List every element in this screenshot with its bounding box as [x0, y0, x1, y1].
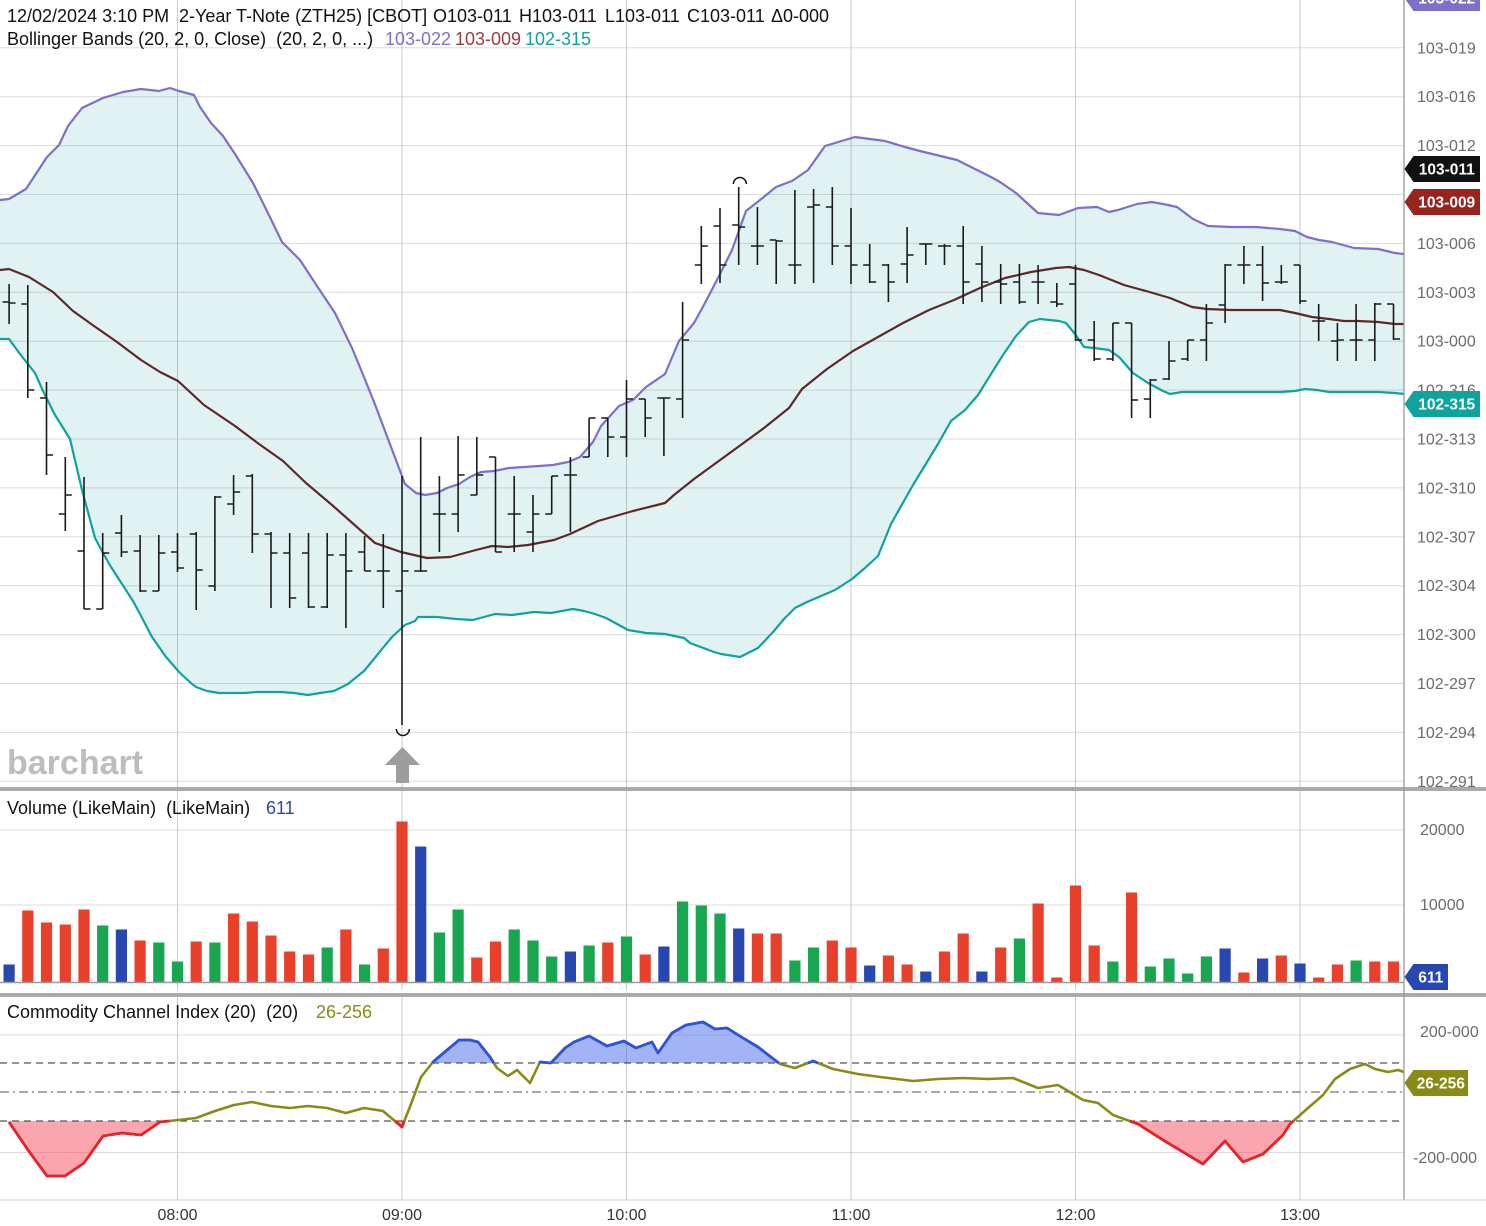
svg-text:103-009: 103-009 [455, 29, 521, 49]
svg-text:10:00: 10:00 [606, 1207, 646, 1224]
svg-text:102-304: 102-304 [1417, 578, 1476, 595]
svg-text:103-009: 103-009 [1418, 195, 1475, 212]
svg-text:102-294: 102-294 [1417, 725, 1476, 742]
svg-text:L103-011: L103-011 [605, 6, 680, 26]
svg-text:09:00: 09:00 [382, 1207, 422, 1224]
svg-text:102-315: 102-315 [525, 29, 591, 49]
svg-text:103-022: 103-022 [385, 29, 451, 49]
svg-text:26-256: 26-256 [1417, 1076, 1466, 1093]
svg-text:103-019: 103-019 [1417, 40, 1476, 57]
svg-text:102-307: 102-307 [1417, 529, 1476, 546]
svg-text:103-011: 103-011 [1419, 162, 1475, 179]
svg-text:20000: 20000 [1420, 822, 1465, 839]
svg-text:102-310: 102-310 [1417, 480, 1476, 497]
svg-text:102-315: 102-315 [1418, 397, 1475, 414]
svg-text:103-022: 103-022 [1418, 0, 1475, 8]
svg-text:H103-011: H103-011 [519, 6, 597, 26]
svg-text:611: 611 [1418, 970, 1443, 987]
svg-text:O103-011: O103-011 [433, 6, 512, 26]
svg-text:102-291: 102-291 [1417, 774, 1476, 791]
svg-text:-200-000: -200-000 [1413, 1150, 1477, 1167]
svg-text:103-000: 103-000 [1417, 334, 1476, 351]
svg-text:Bollinger Bands (20, 2, 0, Clo: Bollinger Bands (20, 2, 0, Close) (20, 2… [7, 29, 373, 49]
svg-text:Volume (LikeMain) (LikeMain): Volume (LikeMain) (LikeMain) [7, 798, 250, 818]
svg-text:200-000: 200-000 [1420, 1024, 1479, 1041]
svg-text:Δ0-000: Δ0-000 [771, 6, 829, 26]
svg-text:102-297: 102-297 [1417, 676, 1476, 693]
svg-text:103-012: 103-012 [1417, 138, 1476, 155]
svg-text:26-256: 26-256 [316, 1002, 372, 1022]
svg-text:102-300: 102-300 [1417, 627, 1476, 644]
svg-text:10000: 10000 [1420, 897, 1465, 914]
svg-text:barchart: barchart [7, 744, 143, 782]
svg-text:13:00: 13:00 [1280, 1207, 1320, 1224]
svg-text:11:00: 11:00 [832, 1207, 871, 1224]
svg-text:102-313: 102-313 [1417, 432, 1476, 449]
svg-text:103-003: 103-003 [1417, 285, 1476, 302]
svg-text:103-016: 103-016 [1417, 89, 1476, 106]
svg-text:611: 611 [266, 798, 295, 818]
svg-text:2-Year T-Note (ZTH25) [CBOT]: 2-Year T-Note (ZTH25) [CBOT] [179, 6, 427, 26]
svg-text:C103-011: C103-011 [687, 6, 765, 26]
svg-text:Commodity Channel Index (20): Commodity Channel Index (20) (20) [7, 1002, 298, 1022]
svg-text:08:00: 08:00 [157, 1207, 197, 1224]
svg-text:103-006: 103-006 [1417, 236, 1476, 253]
svg-text:12:00: 12:00 [1055, 1207, 1095, 1224]
svg-text:12/02/2024 3:10 PM: 12/02/2024 3:10 PM [7, 6, 169, 26]
